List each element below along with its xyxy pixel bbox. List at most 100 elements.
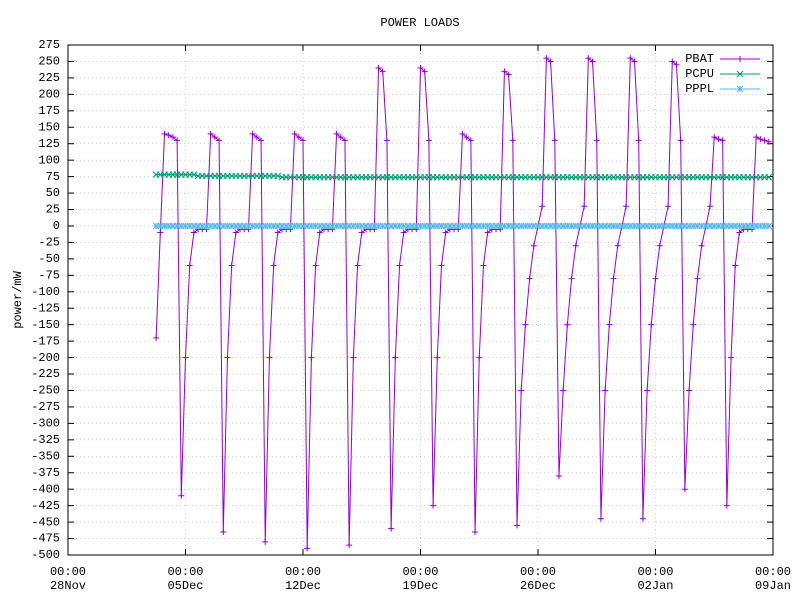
data-point [211, 222, 219, 230]
data-point [463, 222, 471, 230]
y-tick-label: -250 [31, 384, 60, 398]
data-point [178, 492, 185, 499]
data-point [748, 222, 756, 230]
data-point [593, 137, 600, 144]
data-point [173, 222, 181, 230]
data-point [258, 137, 265, 144]
data-point [177, 222, 185, 230]
data-point [715, 136, 722, 143]
data-point [505, 71, 512, 78]
y-tick-label: -475 [31, 532, 60, 546]
data-point [736, 229, 743, 236]
data-point [673, 222, 680, 230]
legend-label: PCPU [685, 67, 714, 81]
data-point [517, 222, 525, 230]
chart-title: POWER LOADS [380, 16, 459, 30]
data-point [685, 222, 693, 230]
y-tick-label: -125 [31, 301, 60, 315]
data-point [219, 222, 227, 230]
data-point [345, 222, 353, 230]
y-tick-label: -100 [31, 285, 60, 299]
data-point [391, 222, 399, 230]
data-point [652, 222, 659, 230]
data-point [266, 354, 273, 361]
data-point [430, 502, 437, 509]
data-point [341, 137, 348, 144]
data-point [220, 528, 227, 535]
data-point [329, 222, 336, 230]
data-point [429, 222, 437, 230]
y-tick-label: -25 [38, 236, 60, 250]
data-point [698, 242, 705, 249]
data-point [417, 222, 424, 230]
data-point [719, 137, 726, 144]
y-tick-label: -500 [31, 548, 60, 562]
data-point [643, 222, 651, 230]
data-point [337, 222, 345, 230]
data-point [308, 354, 315, 361]
y-tick-label: 50 [46, 186, 60, 200]
data-point [232, 229, 239, 236]
data-point [161, 222, 168, 230]
y-tick-label: -275 [31, 400, 60, 414]
data-point [564, 321, 571, 328]
data-point [438, 222, 445, 230]
data-point [266, 222, 273, 230]
data-point [300, 137, 306, 144]
data-point [324, 222, 332, 230]
data-point [375, 65, 382, 72]
data-point [471, 222, 479, 230]
data-point [514, 522, 521, 529]
data-point [572, 242, 579, 249]
y-tick-label: 125 [38, 137, 60, 151]
data-point [610, 275, 617, 282]
data-point [388, 525, 395, 532]
data-point [585, 222, 592, 230]
data-point [547, 222, 554, 230]
data-point [165, 132, 172, 139]
x-tick-label: 00:00 02Jan [637, 565, 673, 593]
data-point [412, 222, 420, 230]
data-point [467, 222, 475, 230]
data-point [270, 262, 277, 269]
data-point [472, 528, 479, 535]
data-point [715, 222, 722, 230]
data-point [215, 222, 223, 230]
data-point [539, 203, 546, 210]
data-point [421, 68, 428, 75]
data-point [476, 354, 483, 361]
data-point [669, 58, 676, 65]
data-point [647, 222, 655, 230]
data-point [316, 229, 323, 236]
data-point [459, 130, 466, 137]
y-tick-label: -325 [31, 433, 60, 447]
data-point [551, 222, 559, 230]
data-point [530, 222, 538, 230]
data-point [551, 137, 558, 144]
legend-label: PPPL [685, 82, 714, 96]
data-point [379, 68, 386, 75]
data-point [404, 222, 412, 230]
data-point [555, 473, 562, 480]
data-point [161, 130, 168, 137]
data-point [383, 222, 391, 230]
data-point [383, 137, 390, 144]
data-point [501, 68, 508, 75]
data-point [186, 262, 193, 269]
data-point [555, 222, 563, 230]
data-point [442, 222, 450, 230]
y-tick-label: -225 [31, 367, 60, 381]
data-point [719, 222, 726, 230]
data-point [522, 222, 529, 230]
data-point [765, 222, 773, 230]
data-point [287, 222, 294, 230]
data-point [152, 222, 160, 230]
data-point [597, 222, 605, 230]
data-point [153, 334, 160, 341]
data-point [627, 55, 634, 62]
data-point [580, 222, 588, 230]
data-point [614, 242, 621, 249]
data-point [673, 61, 680, 68]
data-point [589, 58, 596, 65]
data-point [308, 222, 315, 230]
